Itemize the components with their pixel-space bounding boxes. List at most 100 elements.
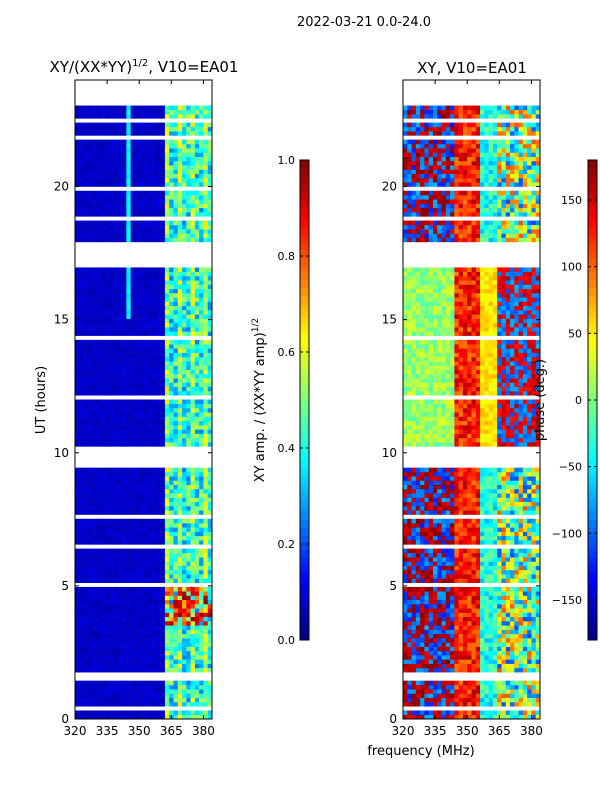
heatmap-cell <box>510 646 515 652</box>
heatmap-cell <box>177 122 183 128</box>
heatmap-cell <box>104 655 110 660</box>
heatmap-cell <box>113 612 119 618</box>
heatmap-cell <box>109 633 114 639</box>
heatmap-cell <box>152 275 157 281</box>
heatmap-cell <box>203 501 209 507</box>
heatmap-cell <box>415 603 421 609</box>
heatmap-cell <box>79 561 84 566</box>
heatmap-cell <box>122 382 127 388</box>
heatmap-cell <box>156 229 161 234</box>
heatmap-cell <box>143 399 149 405</box>
heatmap-cell <box>432 650 438 656</box>
heatmap-cell <box>117 314 123 319</box>
heatmap-cell <box>480 689 485 694</box>
heatmap-cell <box>126 595 131 601</box>
heatmap-cell <box>403 595 408 601</box>
heatmap-cell <box>143 212 149 217</box>
heatmap-cell <box>113 663 119 669</box>
heatmap-cell <box>113 510 119 515</box>
heatmap-cell <box>164 467 170 473</box>
heatmap-cell <box>407 608 412 613</box>
heatmap-cell <box>177 557 183 562</box>
heatmap-cell <box>177 488 183 494</box>
heatmap-cell <box>139 655 144 660</box>
heatmap-cell <box>177 629 183 635</box>
heatmap-cell <box>109 173 114 179</box>
heatmap-cell <box>403 621 408 626</box>
heatmap-cell <box>169 212 174 217</box>
heatmap-cell <box>109 373 114 379</box>
heatmap-cell <box>109 608 114 613</box>
heatmap-cell <box>122 233 127 238</box>
heatmap-cell <box>510 697 515 703</box>
heatmap-cell <box>177 697 183 703</box>
heatmap-cell <box>182 527 187 532</box>
heatmap-cell <box>199 331 204 336</box>
heatmap-cell <box>152 578 157 583</box>
heatmap-cell <box>518 629 524 635</box>
heatmap-cell <box>96 557 101 562</box>
heatmap-cell <box>87 271 93 277</box>
heatmap-cell <box>100 195 106 200</box>
heatmap-cell <box>79 131 84 136</box>
heatmap-cell <box>467 684 472 690</box>
heatmap-cell <box>100 523 106 528</box>
heatmap-cell <box>152 182 157 187</box>
heatmap-cell <box>100 561 106 566</box>
heatmap-cell <box>113 701 119 707</box>
heatmap-cell <box>122 476 127 481</box>
heatmap-cell <box>75 126 80 132</box>
heatmap-cell <box>92 356 97 362</box>
heatmap-cell <box>160 356 166 362</box>
heatmap-cell <box>190 471 196 477</box>
heatmap-cell <box>126 693 131 698</box>
heatmap-cell <box>471 625 477 630</box>
heatmap-cell <box>169 655 174 660</box>
heatmap-cell <box>437 646 442 652</box>
heatmap-cell <box>130 212 136 217</box>
heatmap-cell <box>420 599 425 605</box>
heatmap-cell <box>177 510 183 515</box>
heatmap-cell <box>203 190 209 196</box>
heatmap-cell <box>160 114 166 119</box>
heatmap-cell <box>199 655 204 660</box>
heatmap-cell <box>173 510 179 515</box>
heatmap-cell <box>75 408 80 413</box>
heatmap-cell <box>160 621 166 626</box>
heatmap-cell <box>160 646 166 652</box>
heatmap-cell <box>420 689 425 694</box>
heatmap-cell <box>194 229 200 234</box>
heatmap-cell <box>96 612 101 618</box>
heatmap-cell <box>156 310 161 315</box>
heatmap-cell <box>156 416 161 422</box>
heatmap-cell <box>87 548 93 554</box>
heatmap-cell <box>109 267 114 272</box>
heatmap-cell <box>203 621 209 626</box>
heatmap-cell <box>420 680 425 686</box>
heatmap-cell <box>207 207 213 213</box>
heatmap-cell <box>186 638 191 643</box>
heatmap-cell <box>467 574 472 579</box>
heatmap-cell <box>134 552 140 558</box>
heatmap-cell <box>104 561 110 566</box>
heatmap-cell <box>450 586 455 592</box>
heatmap-cell <box>79 429 84 434</box>
heatmap-cell <box>199 518 204 524</box>
heatmap-cell <box>143 173 149 179</box>
heatmap-cell <box>75 160 80 166</box>
heatmap-cell <box>143 416 149 422</box>
heatmap-cell <box>139 471 144 477</box>
heatmap-cell <box>164 408 170 413</box>
heatmap-cell <box>207 229 213 234</box>
heatmap-cell <box>147 612 153 618</box>
heatmap-cell <box>169 493 174 498</box>
heatmap-cell <box>164 382 170 388</box>
heatmap-cell <box>522 595 528 601</box>
heatmap-cell <box>113 165 119 170</box>
heatmap-cell <box>194 152 200 157</box>
heatmap-cell <box>109 621 114 626</box>
heatmap-cell <box>454 574 459 579</box>
heatmap-cell <box>471 710 477 716</box>
heatmap-cell <box>83 382 89 388</box>
heatmap-cell <box>428 663 434 669</box>
